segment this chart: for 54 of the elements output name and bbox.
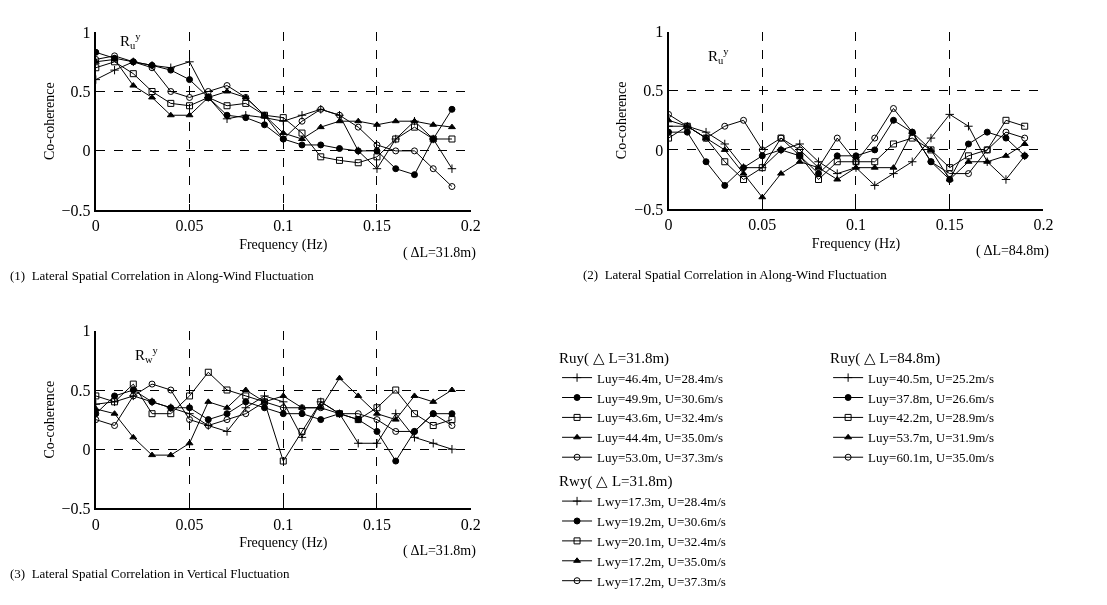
y-tick-label: 1 xyxy=(82,23,91,41)
x-tick-label: 0.05 xyxy=(748,216,777,234)
legend-label: Luy=49.9m, U=30.6m/s xyxy=(597,390,723,406)
y-tick-label: 1 xyxy=(82,322,91,340)
legend-label: Lwy=17.3m, U=28.4m/s xyxy=(597,494,726,510)
legend-label: Lwy=20.1m, U=32.4m/s xyxy=(597,533,726,549)
y-tick-label: −0.5 xyxy=(634,200,664,218)
legend-label: Luy=42.2m, U=28.9m/s xyxy=(868,410,995,426)
x-tick-label: 0.1 xyxy=(273,217,294,235)
x-tick-label: 0.2 xyxy=(460,515,481,533)
y-axis-title: Co-coherence xyxy=(41,380,57,459)
y-tick-label: 0.5 xyxy=(70,381,91,399)
x-axis-title: Frequency (Hz) xyxy=(239,237,328,254)
x-tick-label: 0.2 xyxy=(1033,216,1054,234)
text: (2) Lateral Spatial Correlation in Along-Wind Fluctuation xyxy=(583,267,888,282)
y-tick-label: 0.5 xyxy=(643,82,664,100)
legend-label: Lwy=19.2m, U=30.6m/s xyxy=(597,514,726,530)
legend-label: Luy=46.4m, U=28.4m/s xyxy=(597,370,723,386)
x-axis-title: Frequency (Hz) xyxy=(239,535,328,552)
x-axis-title: Frequency (Hz) xyxy=(811,236,901,253)
legend-label: Luy=40.5m, U=25.2m/s xyxy=(868,370,995,386)
y-tick-label: 1 xyxy=(655,23,664,41)
text: ( ΔL=84.8m) xyxy=(976,243,1050,259)
y-tick-label: 0 xyxy=(82,142,91,160)
legend-title: Rwy( △ L=31.8m) xyxy=(559,473,673,491)
y-axis-title: Co-coherence xyxy=(614,81,630,160)
text: (1) Lateral Spatial Correlation in Along-Wind Fluctuation xyxy=(10,268,315,283)
text: (3) Lateral Spatial Correlation in Vertical Fluctuation xyxy=(10,566,291,581)
legend-label: Luy=53.0m, U=37.3m/s xyxy=(597,450,723,466)
x-tick-label: 0.05 xyxy=(175,217,204,235)
legend-label: Luy=60.1m, U=35.0m/s xyxy=(868,450,995,466)
legend-label: Luy=37.8m, U=26.6m/s xyxy=(868,390,995,406)
y-tick-label: −0.5 xyxy=(61,499,91,517)
y-tick-label: 0.5 xyxy=(70,83,91,101)
legend-label: Luy=53.7m, U=31.9m/s xyxy=(868,430,995,446)
x-tick-label: 0.15 xyxy=(362,515,391,533)
x-tick-label: 0.1 xyxy=(273,515,294,533)
legend-title: Ruy( △ L=84.8m) xyxy=(830,349,941,367)
y-tick-label: −0.5 xyxy=(61,201,91,219)
x-tick-label: 0.15 xyxy=(935,216,964,234)
text: ( ΔL=31.8m) xyxy=(403,245,477,261)
legend-label: Luy=43.6m, U=32.4m/s xyxy=(597,410,723,426)
legend-title: Ruy( △ L=31.8m) xyxy=(559,349,670,367)
x-tick-label: 0.1 xyxy=(845,216,866,234)
legend-label: Lwy=17.2m, U=35.0m/s xyxy=(597,553,726,569)
legend-label: Luy=44.4m, U=35.0m/s xyxy=(597,430,723,446)
legend-label: Lwy=17.2m, U=37.3m/s xyxy=(597,573,726,589)
y-axis-title: Co-coherence xyxy=(41,82,57,161)
y-tick-label: 0 xyxy=(82,440,91,458)
text: ( ΔL=31.8m) xyxy=(403,543,477,559)
x-tick-label: 0.05 xyxy=(175,515,204,533)
y-tick-label: 0 xyxy=(655,141,664,159)
x-tick-label: 0.15 xyxy=(362,217,391,235)
x-tick-label: 0.2 xyxy=(460,217,481,235)
